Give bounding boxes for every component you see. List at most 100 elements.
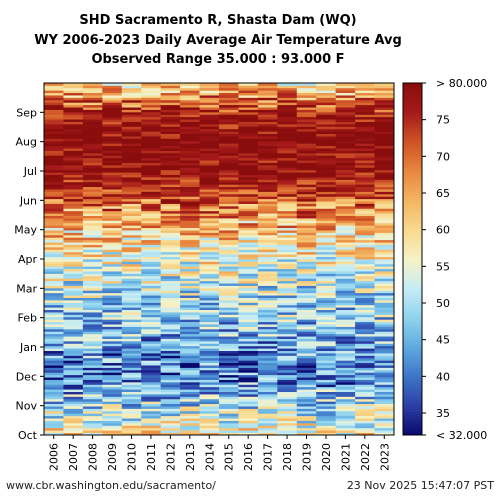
heatmap-cell <box>316 128 337 132</box>
heatmap-cell <box>238 295 259 298</box>
heatmap-cell <box>63 227 84 231</box>
heatmap-cell <box>238 268 259 272</box>
colorbar-segment <box>403 314 422 319</box>
heatmap-cell <box>63 249 84 253</box>
heatmap-cell <box>102 350 123 354</box>
heatmap-cell <box>219 263 239 267</box>
heatmap-cell <box>219 193 239 197</box>
heatmap-cell <box>180 213 200 216</box>
heatmap-cell <box>180 432 200 436</box>
heatmap-cell <box>296 314 317 318</box>
heatmap-cell <box>141 406 162 409</box>
heatmap-cell <box>374 126 395 130</box>
heatmap-cell <box>102 157 123 161</box>
heatmap-cell <box>316 172 337 176</box>
heatmap-cell <box>335 312 356 315</box>
heatmap-cell <box>199 131 220 135</box>
colorbar-segment <box>403 423 422 427</box>
colorbar-segment <box>403 203 422 207</box>
heatmap-cell <box>335 99 356 103</box>
heatmap-cell <box>335 256 356 260</box>
heatmap-cell <box>199 340 220 344</box>
heatmap-cell <box>63 97 84 101</box>
heatmap-cell <box>82 169 103 173</box>
heatmap-cell <box>238 348 259 352</box>
heatmap-cell <box>277 92 298 96</box>
heatmap-cell <box>82 403 103 407</box>
heatmap-cell <box>257 246 278 250</box>
heatmap-cell <box>335 232 356 236</box>
heatmap-cell <box>44 427 64 431</box>
heatmap-cell <box>102 338 123 342</box>
heatmap-cell <box>277 191 298 195</box>
heatmap-cell <box>160 92 181 96</box>
heatmap-cell <box>316 403 337 407</box>
heatmap-cell <box>141 430 162 433</box>
heatmap-cell <box>257 331 278 335</box>
heatmap-cell <box>277 203 298 207</box>
heatmap-cell <box>219 309 239 313</box>
heatmap-cell <box>180 121 200 125</box>
heatmap-cell <box>296 193 317 197</box>
heatmap-cell <box>102 218 123 221</box>
heatmap-cell <box>121 367 142 371</box>
heatmap-cell <box>219 403 239 407</box>
heatmap-cell <box>141 345 162 349</box>
heatmap-cell <box>257 410 278 414</box>
heatmap-cell <box>355 299 375 303</box>
heatmap-cell <box>82 162 103 166</box>
heatmap-cell <box>277 145 298 149</box>
heatmap-cell <box>238 285 259 289</box>
heatmap-cell <box>355 232 375 236</box>
colorbar-segment <box>403 144 422 148</box>
heatmap-column-2019 <box>296 83 317 436</box>
colorbar-segment <box>403 379 422 383</box>
heatmap-cell <box>82 297 103 301</box>
heatmap-cell <box>180 394 200 397</box>
heatmap-cell <box>238 413 259 417</box>
heatmap-cell <box>199 225 220 229</box>
heatmap-cell <box>141 191 162 195</box>
heatmap-cell <box>257 299 278 303</box>
heatmap-cell <box>219 369 239 373</box>
heatmap-cell <box>121 111 142 115</box>
heatmap-cell <box>44 394 64 397</box>
colorbar-segment <box>403 279 422 283</box>
heatmap-cell <box>160 123 181 127</box>
heatmap-cell <box>296 90 317 94</box>
heatmap-cell <box>102 90 123 94</box>
heatmap-cell <box>82 287 103 291</box>
heatmap-cell <box>121 246 142 250</box>
heatmap-cell <box>296 160 317 163</box>
heatmap-cell <box>374 345 395 349</box>
heatmap-cell <box>44 410 64 414</box>
heatmap-cell <box>102 169 123 173</box>
heatmap-cell <box>296 104 317 108</box>
heatmap-cell <box>63 230 84 233</box>
heatmap-cell <box>296 145 317 149</box>
heatmap-cell <box>257 350 278 354</box>
heatmap-cell <box>180 111 200 115</box>
heatmap-cell <box>296 133 317 137</box>
heatmap-cell <box>316 394 337 397</box>
heatmap-cell <box>82 254 103 257</box>
heatmap-cell <box>199 210 220 214</box>
heatmap-cell <box>238 396 259 400</box>
heatmap-cell <box>102 172 123 176</box>
heatmap-cell <box>180 87 200 91</box>
heatmap-cell <box>44 189 64 192</box>
heatmap-cell <box>199 304 220 308</box>
heatmap-cell <box>102 299 123 303</box>
heatmap-cells <box>44 83 395 436</box>
heatmap-cell <box>277 99 298 103</box>
heatmap-cell <box>277 314 298 318</box>
heatmap-cell <box>257 365 278 368</box>
heatmap-cell <box>160 381 181 385</box>
y-tick-label: Nov <box>16 400 38 413</box>
heatmap-cell <box>238 398 259 402</box>
heatmap-cell <box>82 95 103 98</box>
heatmap-cell <box>160 169 181 173</box>
heatmap-cell <box>219 203 239 207</box>
heatmap-cell <box>121 413 142 417</box>
heatmap-cell <box>121 239 142 243</box>
